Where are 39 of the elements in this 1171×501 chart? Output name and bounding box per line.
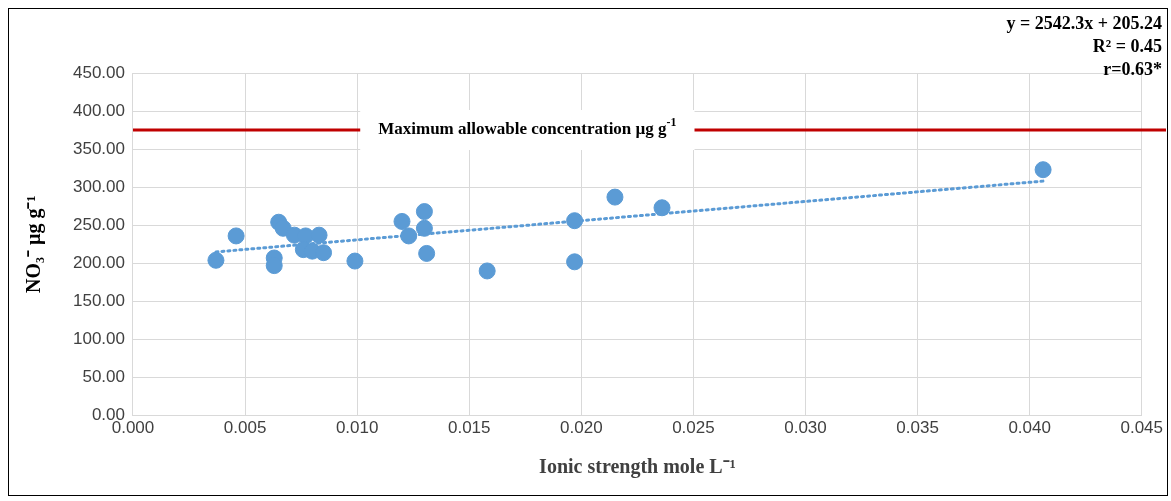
y-tick-label: 100.00 [73,329,125,349]
x-tick-label: 0.025 [672,418,715,438]
x-tick-label: 0.045 [1120,418,1163,438]
point [227,227,245,245]
point [566,253,584,271]
x-axis-title: Ionic strength mole L⁻¹ [539,455,736,479]
point [207,251,225,269]
y-tick-label: 50.00 [82,367,125,387]
y-tick-label: 200.00 [73,253,125,273]
point [415,203,433,221]
x-tick-label: 0.010 [335,418,379,438]
point [393,212,411,230]
point [566,212,584,230]
y-tick-label: 350.00 [73,138,125,158]
point [315,244,333,262]
point [606,188,624,206]
y-tick-label: 150.00 [73,291,125,311]
y-tick-label: 300.00 [73,176,125,196]
point [1034,161,1052,179]
x-tick-label: 0.020 [560,418,603,438]
point [400,227,418,245]
y-axis-title: NO₃⁻ µg g⁻¹ [22,195,46,294]
x-tick-label: 0.030 [784,418,827,438]
text: y = 2542.3x + 205.24 [1006,12,1162,33]
point [478,262,496,280]
x-tick-label: 0.005 [223,418,267,438]
x-tick-label: 0.015 [447,418,491,438]
y-tick-label: 400.00 [73,100,125,120]
point [418,244,436,262]
point [415,219,433,237]
y-tick-label: 450.00 [73,62,125,82]
y-tick-label: 250.00 [73,214,125,234]
point [653,199,671,217]
point [310,226,328,244]
annotation: r=0.63* [1103,58,1162,79]
x-tick-label: 0.040 [1008,418,1051,438]
text: R² = 0.45 [1092,35,1162,56]
point [346,252,364,270]
x-tick-label: 0.035 [896,418,939,438]
